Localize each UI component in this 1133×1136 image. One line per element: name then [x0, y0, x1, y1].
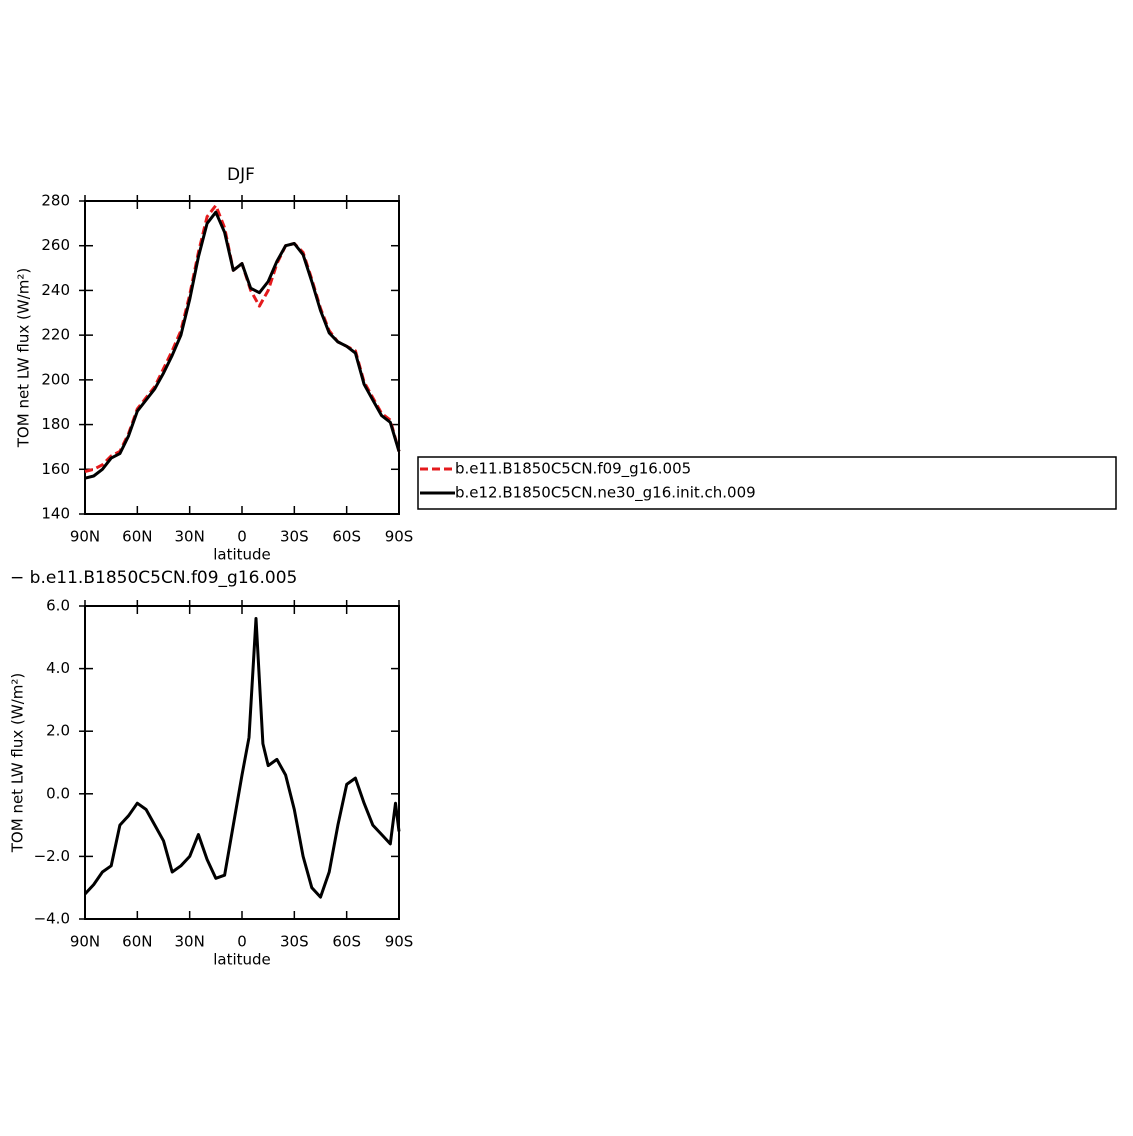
y-tick-label: 280 [41, 192, 70, 210]
x-tick-label: 60N [122, 933, 152, 951]
y-tick-label: 2.0 [46, 722, 70, 740]
x-tick-label: 30N [175, 933, 205, 951]
x-tick-label: 0 [237, 933, 247, 951]
y-tick-label: 160 [41, 460, 70, 478]
y-tick-label: 240 [41, 281, 70, 299]
y-tick-label: 0.0 [46, 784, 70, 802]
x-axis-label: latitude [213, 951, 271, 969]
x-tick-label: 60S [332, 528, 361, 546]
series-line [84, 204, 401, 473]
series-line [84, 210, 401, 480]
y-tick-label: −2.0 [34, 847, 70, 865]
legend-box [417, 456, 1117, 510]
x-tick-label: 30N [175, 528, 205, 546]
x-tick-label: 30S [280, 528, 309, 546]
legend-label: b.e11.B1850C5CN.f09_g16.005 [455, 460, 691, 479]
plot-frame [84, 605, 400, 920]
y-tick-label: 180 [41, 415, 70, 433]
x-tick-label: 60N [122, 528, 152, 546]
y-tick-label: 140 [41, 505, 70, 523]
x-axis-label: latitude [213, 546, 271, 564]
y-tick-label: 220 [41, 326, 70, 344]
chart-title: − b.e11.B1850C5CN.f09_g16.005 [10, 568, 297, 588]
x-tick-label: 60S [332, 933, 361, 951]
x-tick-label: 90S [385, 528, 414, 546]
y-tick-label: −4.0 [34, 910, 70, 928]
x-tick-label: 90N [70, 933, 100, 951]
series-line [83, 617, 401, 899]
x-tick-label: 30S [280, 933, 309, 951]
legend-label: b.e12.B1850C5CN.ne30_g16.init.ch.009 [455, 484, 756, 503]
y-tick-label: 4.0 [46, 659, 70, 677]
y-tick-label: 6.0 [46, 597, 70, 615]
plot-frame [84, 200, 400, 515]
y-tick-label: 260 [41, 236, 70, 254]
y-tick-label: 200 [41, 370, 70, 388]
x-tick-label: 90S [385, 933, 414, 951]
y-axis-label: TOM net LW flux (W/m²) [15, 268, 33, 448]
x-tick-label: 90N [70, 528, 100, 546]
y-axis-label: TOM net LW flux (W/m²) [9, 673, 27, 853]
x-tick-label: 0 [237, 528, 247, 546]
chart-title: DJF [227, 165, 255, 185]
